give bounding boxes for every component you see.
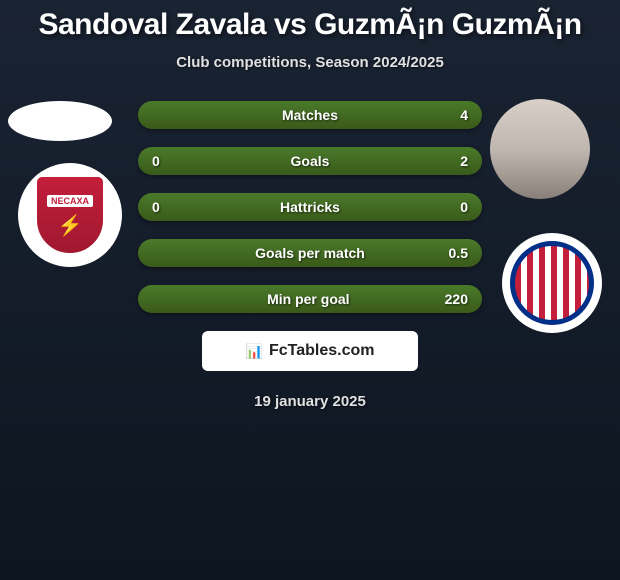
chivas-circle-icon xyxy=(510,241,594,325)
club-logo-right xyxy=(502,233,602,333)
player-photo-right xyxy=(490,99,590,199)
page-title: Sandoval Zavala vs GuzmÃ¡n GuzmÃ¡n xyxy=(0,8,620,42)
stat-row-goals: 0 Goals 2 xyxy=(138,147,482,175)
brand-text: FcTables.com xyxy=(269,342,375,360)
stat-right-value: 4 xyxy=(448,107,468,123)
header: Sandoval Zavala vs GuzmÃ¡n GuzmÃ¡n Club … xyxy=(0,0,620,71)
date-label: 19 january 2025 xyxy=(0,393,620,410)
season-subtitle: Club competitions, Season 2024/2025 xyxy=(0,54,620,71)
stat-left-value: 0 xyxy=(152,199,172,215)
stat-label: Goals xyxy=(291,153,330,169)
club-logo-left: NECAXA ⚡ xyxy=(18,163,122,267)
stat-row-hattricks: 0 Hattricks 0 xyxy=(138,193,482,221)
chart-icon: 📊 xyxy=(246,343,263,360)
stat-label: Min per goal xyxy=(267,291,349,307)
stat-row-goals-per-match: Goals per match 0.5 xyxy=(138,239,482,267)
stat-right-value: 0.5 xyxy=(448,245,468,261)
stat-right-value: 220 xyxy=(445,291,468,307)
necaxa-label: NECAXA xyxy=(47,195,93,207)
bolt-icon: ⚡ xyxy=(58,213,83,238)
stat-right-value: 0 xyxy=(448,199,468,215)
player-photo-left xyxy=(8,101,112,141)
brand-badge[interactable]: 📊 FcTables.com xyxy=(202,331,418,371)
stat-label: Goals per match xyxy=(255,245,365,261)
stat-label: Hattricks xyxy=(280,199,340,215)
content-area: NECAXA ⚡ Matches 4 0 Goals 2 0 Hattricks… xyxy=(0,101,620,410)
stat-right-value: 2 xyxy=(448,153,468,169)
stat-label: Matches xyxy=(282,107,338,123)
necaxa-shield-icon: NECAXA ⚡ xyxy=(35,175,105,255)
stat-row-min-per-goal: Min per goal 220 xyxy=(138,285,482,313)
stat-left-value: 0 xyxy=(152,153,172,169)
stats-container: Matches 4 0 Goals 2 0 Hattricks 0 Goals … xyxy=(138,101,482,313)
stat-row-matches: Matches 4 xyxy=(138,101,482,129)
